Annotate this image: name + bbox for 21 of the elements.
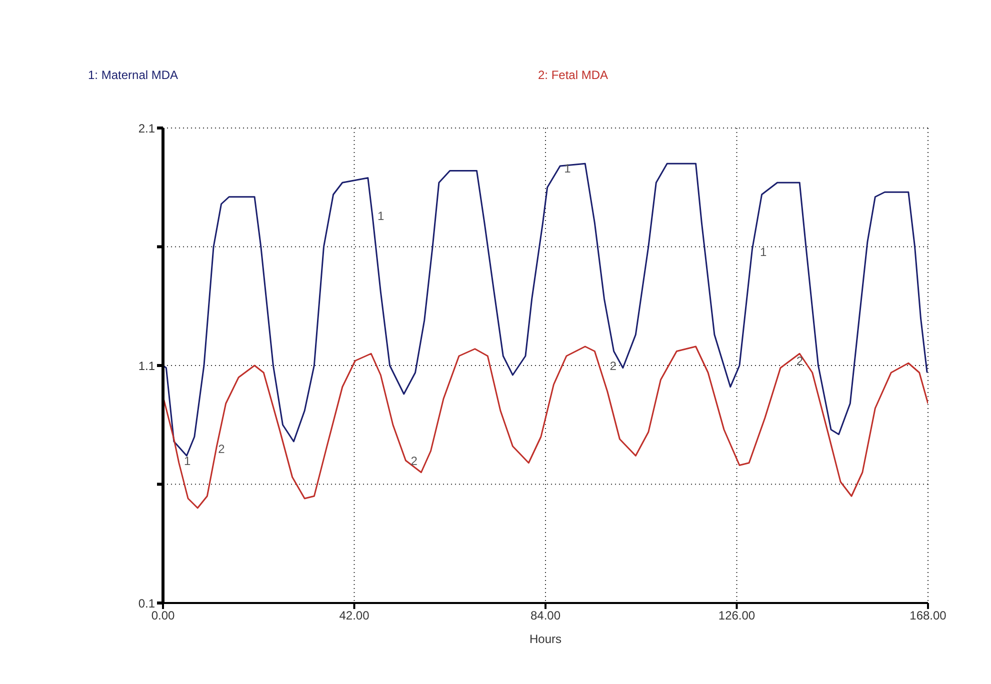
- annotation: 1: [377, 209, 384, 224]
- line-series: [163, 346, 928, 509]
- annotation: 1: [564, 162, 572, 176]
- line-series: [163, 162, 928, 456]
- y-tick-label: 0.1: [138, 596, 156, 610]
- text: 2: Fetal MDA: [538, 68, 608, 82]
- x-tick-label: 42.00: [339, 608, 370, 623]
- annotation: 1: [184, 454, 191, 468]
- x-axis-title: Hours: [529, 632, 562, 646]
- x-tick-label: 168.00: [910, 608, 947, 623]
- y-tick-label: 1.1: [138, 358, 156, 373]
- annotation: 2: [796, 354, 804, 368]
- x-tick-label: 0.00: [151, 608, 175, 623]
- x-tick-label: 126.00: [718, 608, 756, 623]
- annotation: 2: [218, 442, 226, 456]
- text: 1: Maternal MDA: [88, 68, 178, 82]
- annotation: 1: [760, 244, 767, 259]
- y-tick-label: 2.1: [138, 121, 156, 136]
- annotation: 2: [610, 358, 617, 373]
- annotation: 2: [410, 454, 418, 468]
- x-tick-label: 84.00: [530, 608, 561, 623]
